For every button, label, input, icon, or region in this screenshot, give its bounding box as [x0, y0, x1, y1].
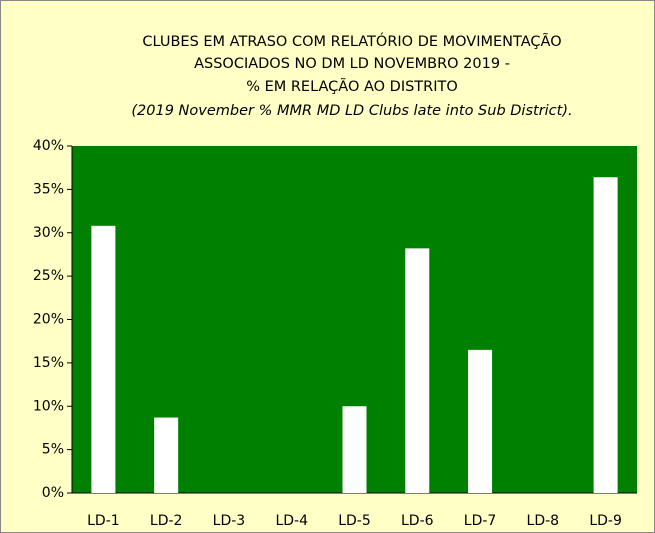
x-tick-label: LD-9 — [589, 513, 622, 529]
y-tick-label: 25% — [33, 268, 64, 284]
bar — [154, 417, 179, 493]
y-tick-label: 15% — [33, 355, 64, 371]
x-tick-label: LD-4 — [275, 513, 308, 529]
x-tick-label: LD-7 — [464, 513, 497, 529]
y-tick-label: 10% — [33, 398, 64, 414]
y-tick-label: 0% — [42, 485, 64, 501]
y-tick-label: 35% — [33, 181, 64, 197]
chart-title: (2019 November % MMR MD LD Clubs late in… — [131, 103, 572, 119]
x-tick-label: LD-1 — [87, 513, 120, 529]
bar — [405, 248, 430, 493]
x-tick-label: LD-6 — [401, 513, 434, 529]
x-tick-label: LD-3 — [213, 513, 246, 529]
bar — [91, 225, 116, 493]
x-tick-label: LD-8 — [527, 513, 560, 529]
x-tick-label: LD-2 — [150, 513, 183, 529]
y-tick-label: 20% — [33, 312, 64, 328]
chart-title: CLUBES EM ATRASO COM RELATÓRIO DE MOVIME… — [142, 32, 561, 50]
bar — [342, 406, 367, 493]
chart-title: % EM RELAÇÃO AO DISTRITO — [246, 78, 458, 95]
bar — [468, 349, 493, 493]
y-tick-label: 30% — [33, 225, 64, 241]
x-tick-label: LD-5 — [338, 513, 371, 529]
bar — [593, 177, 618, 494]
chart-title: ASSOCIADOS NO DM LD NOVEMBRO 2019 - — [194, 56, 510, 72]
y-tick-label: 5% — [42, 442, 64, 458]
y-tick-label: 40% — [33, 138, 64, 154]
